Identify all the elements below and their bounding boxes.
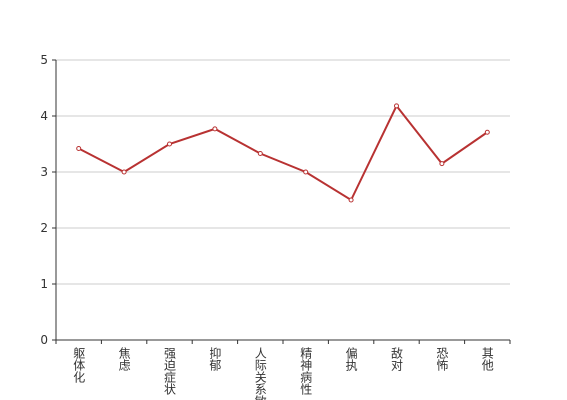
point <box>394 103 399 109</box>
line <box>78 104 488 202</box>
x-tick-label: 抑郁 <box>208 346 222 372</box>
y-tick-label: 3 <box>40 165 48 179</box>
point <box>303 169 309 175</box>
x-tick-label: 敌对 <box>390 346 404 371</box>
x-tick-label: 恐怖 <box>435 347 449 371</box>
point <box>439 161 445 167</box>
x-tick-label: 人际关系敏感 <box>253 347 267 400</box>
point <box>167 141 172 147</box>
point <box>257 151 263 157</box>
x-tick-label: 躯体化 <box>72 346 86 384</box>
y-tick-label: 1 <box>40 277 48 291</box>
x-tick-label: 精神病性 <box>299 347 313 396</box>
point <box>121 169 127 175</box>
y-tick-label: 5 <box>40 53 48 67</box>
x-tick-label: 其他 <box>480 347 494 371</box>
x-tick-label: 强迫症状 <box>163 347 177 395</box>
y-tick-label: 4 <box>40 109 48 123</box>
point <box>484 129 490 135</box>
point <box>76 145 82 151</box>
y-tick-label: 0 <box>40 333 48 347</box>
x-tick-label: 偏执 <box>344 346 358 372</box>
point <box>212 126 218 132</box>
y-tick-label: 2 <box>40 221 48 235</box>
point <box>348 197 354 203</box>
x-tick-label: 焦虑 <box>117 347 131 371</box>
